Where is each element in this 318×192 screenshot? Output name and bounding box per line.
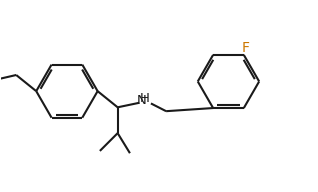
- Text: H: H: [140, 92, 150, 105]
- Text: N: N: [136, 94, 146, 107]
- Text: F: F: [241, 41, 249, 55]
